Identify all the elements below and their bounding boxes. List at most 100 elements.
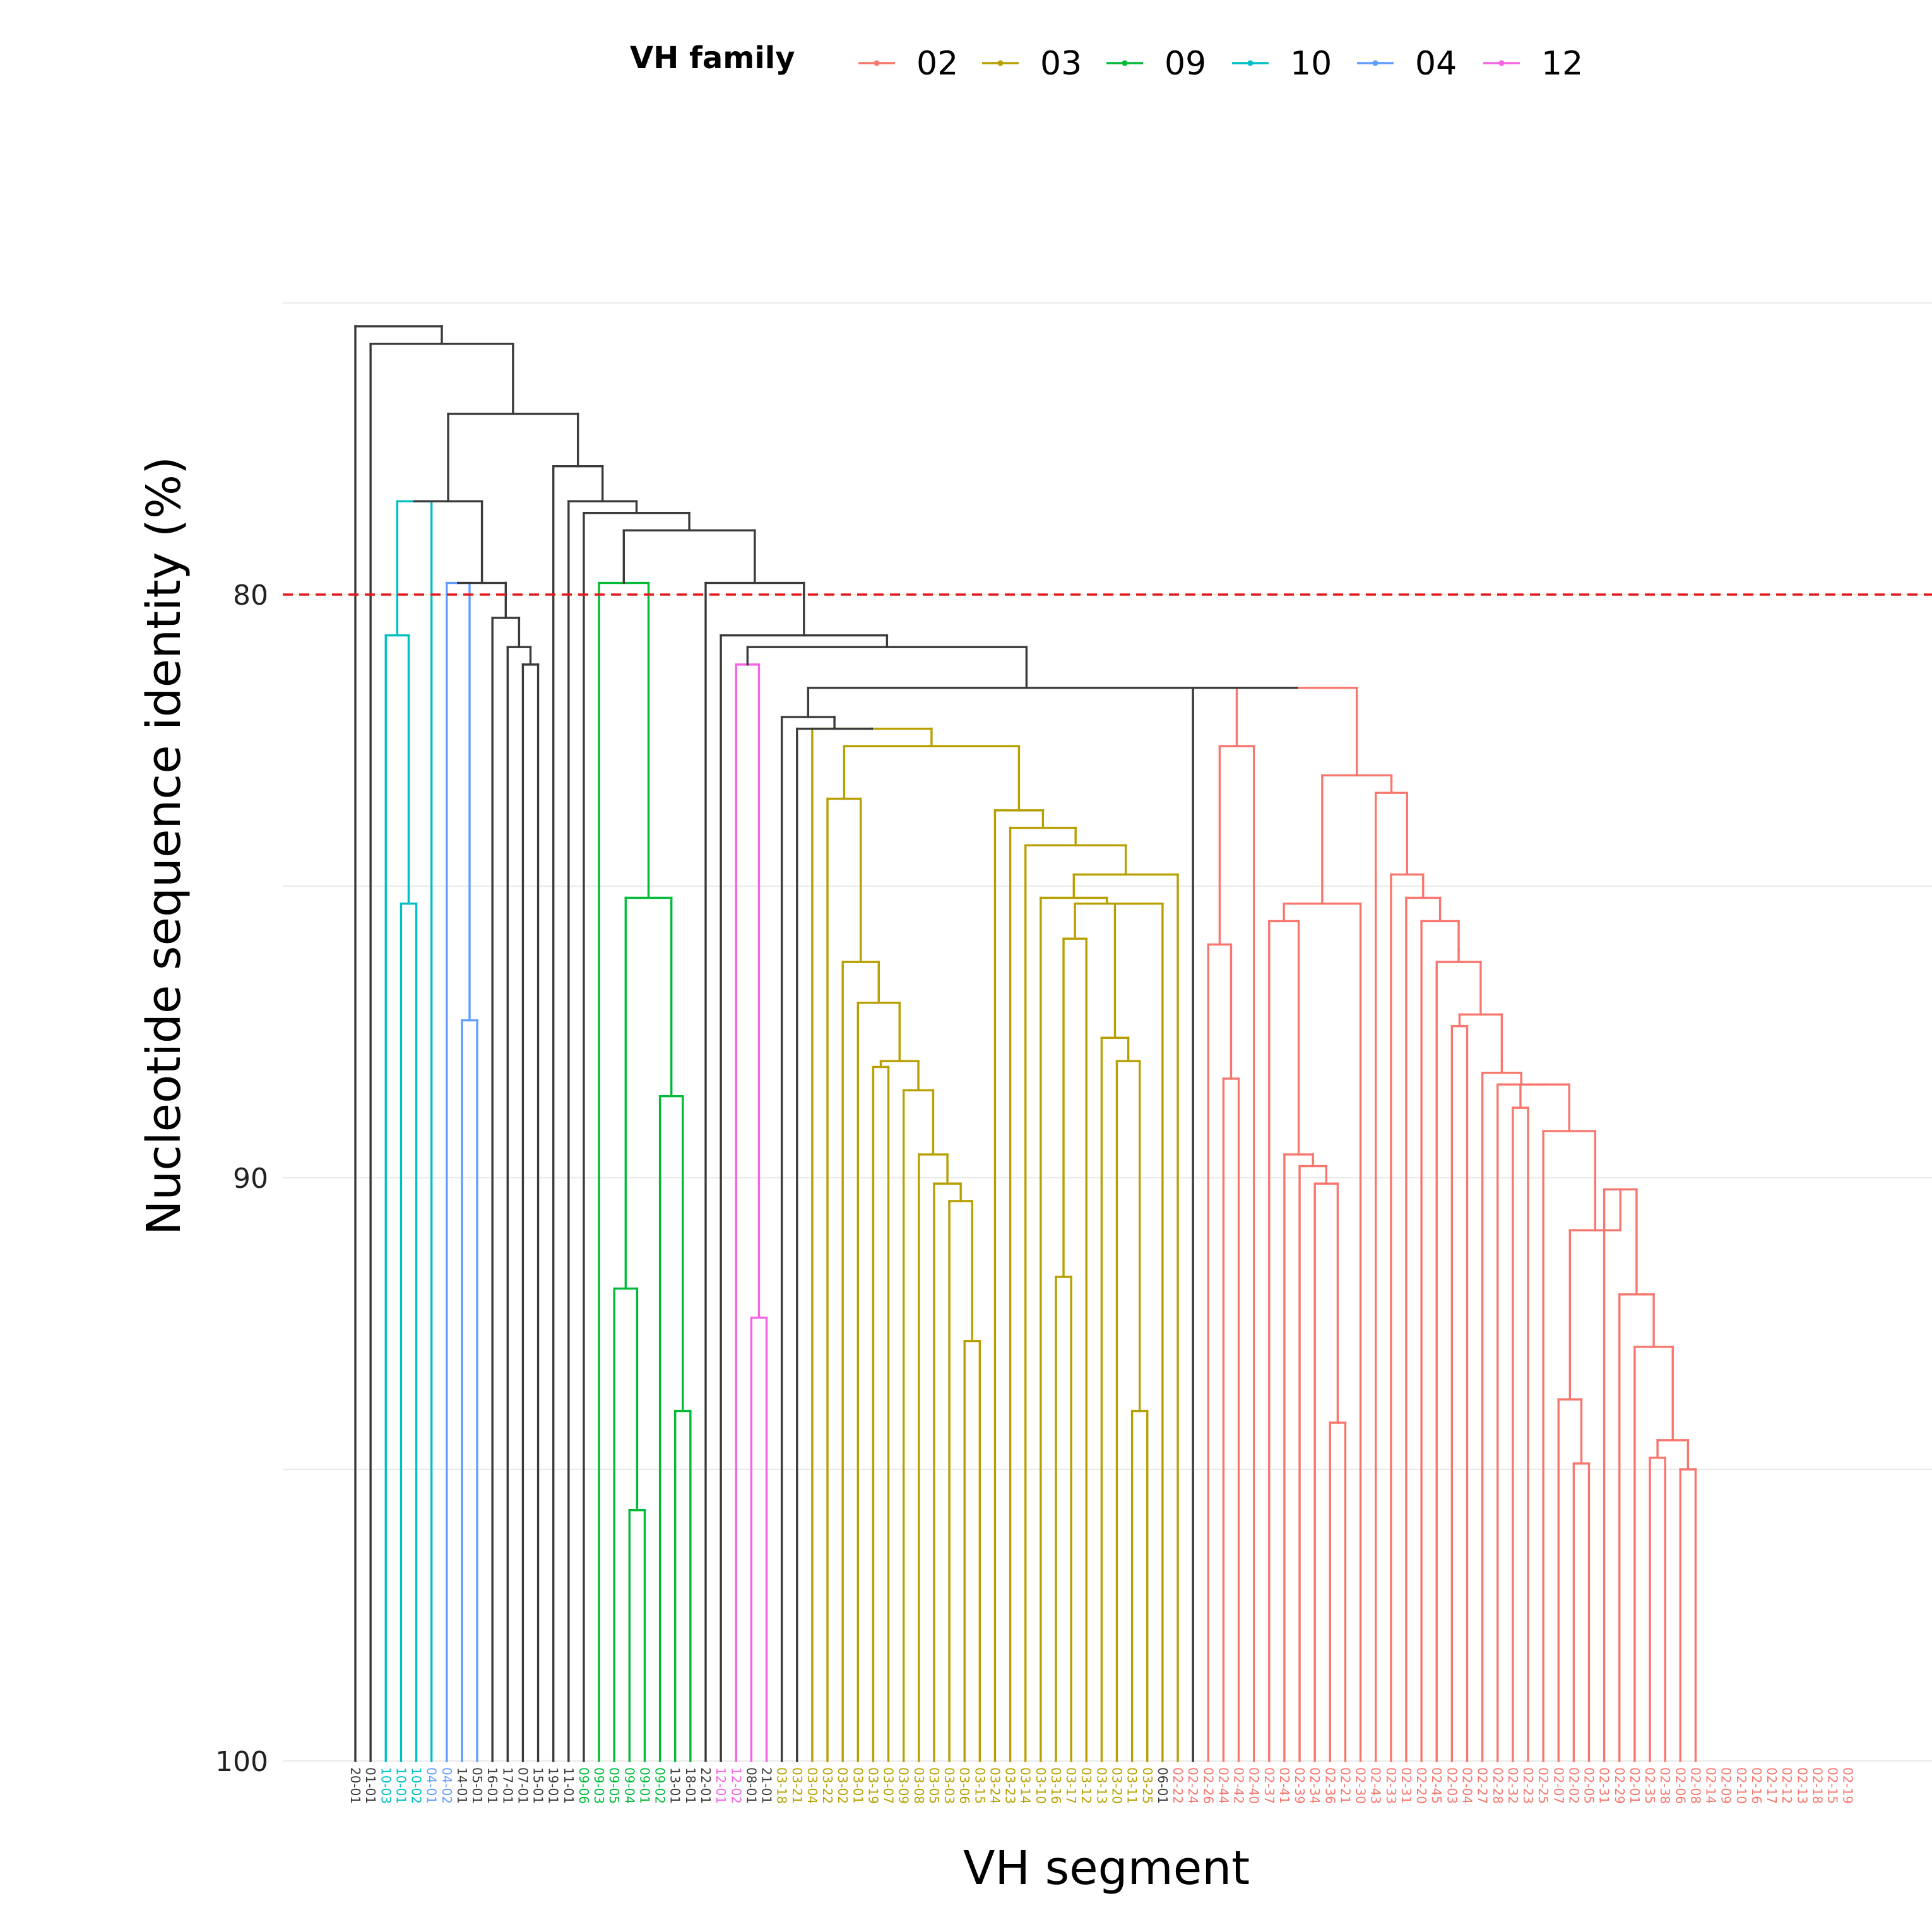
leaf-label-22-01: 22-01 <box>698 1767 713 1804</box>
leaf-label-02-24: 02-24 <box>1185 1767 1200 1804</box>
leaf-label-02-16: 02-16 <box>1749 1767 1764 1804</box>
leaf-label-03-04: 03-04 <box>805 1767 820 1804</box>
leaf-label-09-04: 09-04 <box>622 1767 637 1804</box>
leaf-label-02-04: 02-04 <box>1459 1767 1474 1804</box>
leaf-label-03-13: 03-13 <box>1094 1767 1109 1804</box>
y-axis-title: Nucleotide sequence identity (%) <box>137 456 191 1235</box>
legend-key-point <box>1372 60 1378 66</box>
y-tick-label-100: 100 <box>215 1746 268 1778</box>
leaf-label-02-26: 02-26 <box>1200 1767 1216 1804</box>
legend-label: 12 <box>1541 45 1583 83</box>
y-axis-ticks: 80 90 100 <box>215 579 268 1778</box>
leaf-label-02-23: 02-23 <box>1520 1767 1536 1804</box>
leaf-label-12-01: 12-01 <box>713 1767 728 1804</box>
legend-label: 04 <box>1415 45 1457 83</box>
leaf-label-15-01: 15-01 <box>531 1767 546 1804</box>
legend-key-point <box>997 60 1004 66</box>
leaf-label-03-08: 03-08 <box>911 1767 927 1804</box>
legend-label: 03 <box>1040 45 1082 83</box>
leaf-label-02-08: 02-08 <box>1688 1767 1703 1804</box>
legend-entry-04: 04 <box>1357 45 1457 83</box>
leaf-label-03-25: 03-25 <box>1140 1767 1155 1804</box>
leaf-label-02-43: 02-43 <box>1368 1767 1384 1804</box>
leaf-label-02-38: 02-38 <box>1657 1767 1673 1804</box>
legend-entry-03: 03 <box>982 45 1082 83</box>
leaf-label-01-01: 01-01 <box>363 1767 378 1804</box>
leaf-label-03-03: 03-03 <box>942 1767 957 1804</box>
leaf-label-02-14: 02-14 <box>1704 1767 1719 1804</box>
legend: VH family 02 03 09 10 04 12 <box>630 40 1583 83</box>
leaf-label-10-02: 10-02 <box>409 1767 424 1804</box>
leaf-label-03-17: 03-17 <box>1064 1767 1079 1804</box>
leaf-label-03-09: 03-09 <box>896 1767 911 1804</box>
leaf-label-02-17: 02-17 <box>1764 1767 1779 1804</box>
x-axis-title: VH segment <box>963 1841 1250 1895</box>
legend-key-point <box>874 60 880 66</box>
leaf-label-02-10: 02-10 <box>1734 1767 1749 1804</box>
leaf-label-03-19: 03-19 <box>865 1767 880 1804</box>
leaf-label-19-01: 19-01 <box>546 1767 561 1804</box>
leaf-label-02-30: 02-30 <box>1353 1767 1368 1804</box>
leaf-label-20-01: 20-01 <box>348 1767 363 1804</box>
leaf-label-02-18: 02-18 <box>1810 1767 1825 1804</box>
leaf-label-02-25: 02-25 <box>1536 1767 1551 1804</box>
leaf-label-02-01: 02-01 <box>1627 1767 1642 1804</box>
leaf-label-10-01: 10-01 <box>393 1767 408 1804</box>
y-tick-label-80: 80 <box>233 579 268 612</box>
leaf-label-03-24: 03-24 <box>987 1767 1002 1804</box>
legend-key-point <box>1247 60 1253 66</box>
leaf-label-02-03: 02-03 <box>1444 1767 1459 1804</box>
leaf-label-02-13: 02-13 <box>1794 1767 1810 1804</box>
leaf-label-02-35: 02-35 <box>1642 1767 1657 1804</box>
leaf-label-12-02: 12-02 <box>728 1767 744 1804</box>
leaf-label-03-22: 03-22 <box>820 1767 835 1804</box>
leaf-label-03-15: 03-15 <box>972 1767 987 1804</box>
leaf-label-03-11: 03-11 <box>1125 1767 1140 1804</box>
leaf-label-02-39: 02-39 <box>1292 1767 1307 1804</box>
leaf-label-02-40: 02-40 <box>1247 1767 1262 1804</box>
leaf-label-03-16: 03-16 <box>1048 1767 1064 1804</box>
leaf-label-02-44: 02-44 <box>1216 1767 1231 1804</box>
leaf-label-09-06: 09-06 <box>576 1767 591 1804</box>
leaf-label-03-12: 03-12 <box>1079 1767 1094 1804</box>
leaf-label-03-06: 03-06 <box>957 1767 972 1804</box>
leaf-label-03-21: 03-21 <box>790 1767 805 1804</box>
leaf-label-03-02: 03-02 <box>835 1767 850 1804</box>
leaf-label-03-20: 03-20 <box>1110 1767 1125 1804</box>
leaf-label-02-05: 02-05 <box>1582 1767 1597 1804</box>
leaf-label-03-05: 03-05 <box>927 1767 942 1804</box>
leaf-label-02-22: 02-22 <box>1170 1767 1185 1804</box>
leaf-label-02-09: 02-09 <box>1719 1767 1734 1804</box>
leaf-label-02-36: 02-36 <box>1322 1767 1337 1804</box>
leaf-label-02-34: 02-34 <box>1307 1767 1322 1804</box>
leaf-label-03-23: 03-23 <box>1003 1767 1018 1804</box>
leaf-label-03-01: 03-01 <box>850 1767 865 1804</box>
leaf-label-02-45: 02-45 <box>1429 1767 1444 1804</box>
legend-entry-12: 12 <box>1483 45 1583 83</box>
legend-entry-09: 09 <box>1106 45 1206 83</box>
leaf-label-02-27: 02-27 <box>1475 1767 1490 1804</box>
legend-key-point <box>1498 60 1505 66</box>
leaf-label-09-02: 09-02 <box>653 1767 668 1804</box>
leaf-label-03-10: 03-10 <box>1033 1767 1048 1804</box>
leaf-label-02-42: 02-42 <box>1231 1767 1247 1804</box>
leaf-label-02-06: 02-06 <box>1673 1767 1688 1804</box>
leaf-label-05-01: 05-01 <box>470 1767 485 1804</box>
leaf-label-02-29: 02-29 <box>1612 1767 1627 1804</box>
leaf-label-04-01: 04-01 <box>424 1767 439 1804</box>
leaf-label-11-01: 11-01 <box>561 1767 576 1804</box>
leaf-label-02-33: 02-33 <box>1384 1767 1399 1804</box>
leaf-label-02-12: 02-12 <box>1779 1767 1794 1804</box>
leaf-label-21-01: 21-01 <box>759 1767 774 1804</box>
grid-lines <box>283 302 1932 1762</box>
leaf-label-02-31: 02-31 <box>1399 1767 1414 1804</box>
leaf-label-13-01: 13-01 <box>668 1767 683 1804</box>
legend-key-point <box>1122 60 1128 66</box>
leaf-label-14-01: 14-01 <box>454 1767 470 1804</box>
leaf-label-02-28: 02-28 <box>1490 1767 1505 1804</box>
dendrogram-branches <box>354 325 1697 1762</box>
leaf-label-16-01: 16-01 <box>485 1767 500 1804</box>
legend-label: 02 <box>916 45 958 83</box>
legend-entry-10: 10 <box>1232 45 1332 83</box>
